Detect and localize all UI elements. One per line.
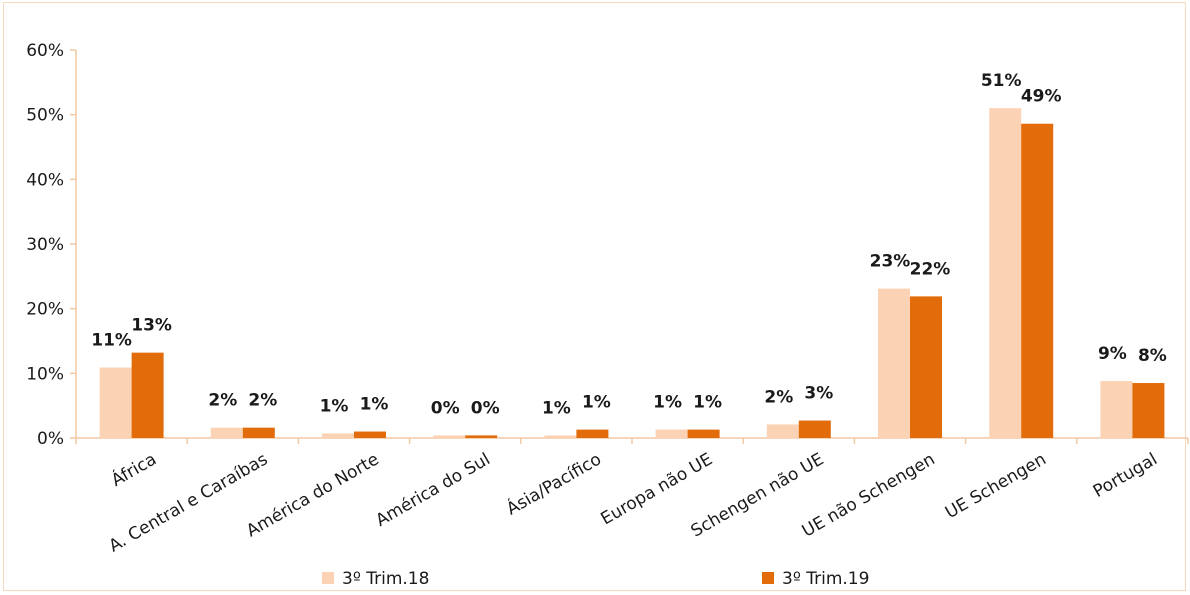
bar-portugal-3-trim-18 [1100,381,1133,438]
bar-africa-3-trim-18 [99,367,132,438]
y-tick-label: 20% [26,300,64,320]
category-label-ue-schengen: UE Schengen [942,449,1050,523]
bars [99,108,1165,438]
bar-africa-3-trim-19 [131,352,164,438]
data-label-a-central-e-caraibas-3-trim-18: 2% [208,391,237,411]
data-label-portugal-3-trim-18: 9% [1098,344,1127,364]
y-tick-label: 30% [26,235,64,255]
data-label-america-do-sul-3-trim-19: 0% [471,398,500,418]
data-label-america-do-norte-3-trim-19: 1% [360,395,389,415]
data-label-ue-nao-schengen-3-trim-19: 22% [910,259,951,279]
category-label-america-do-sul: América do Sul [372,449,493,531]
bar-america-do-sul-3-trim-19 [465,435,498,438]
bar-europa-nao-ue-3-trim-18 [655,429,688,438]
data-labels: 11%13% 2% 2% 1% 1% 0% 0% 1% 1% 1% 1% 2% 3% 23% 22% 51%4… [91,71,1167,418]
y-tick-label: 40% [26,170,64,190]
legend-label-3t19: 3º Trim.19 [782,569,869,589]
category-label-asia-pacifico: Ásia/Pacífico [502,448,605,520]
data-label-asia-pacifico-3-trim-18: 1% [542,398,571,418]
bar-a-central-e-caraibas-3-trim-19 [242,427,275,438]
bar-america-do-norte-3-trim-19 [354,431,386,438]
y-axis: 0% 10% 20% 30% 40% 50% 60% [26,41,77,449]
data-label-schengen-nao-ue-3-trim-19: 3% [804,384,833,404]
bar-ue-nao-schengen-3-trim-18 [878,288,910,438]
y-tick-label: 0% [37,429,64,449]
y-tick-label: 10% [26,364,64,384]
data-label-america-do-sul-3-trim-18: 0% [431,398,460,418]
bar-a-central-e-caraibas-3-trim-18 [210,427,243,438]
bar-asia-pacifico-3-trim-19 [576,429,609,438]
data-label-ue-schengen-3-trim-18: 51% [981,71,1022,91]
legend-swatch-3t19 [762,572,774,584]
bar-ue-nao-schengen-3-trim-19 [910,296,942,438]
bar-america-do-sul-3-trim-18 [433,435,466,438]
bar-schengen-nao-ue-3-trim-19 [798,420,831,438]
data-label-europa-nao-ue-3-trim-18: 1% [653,393,682,413]
bar-america-do-norte-3-trim-18 [322,433,354,438]
legend-label-3t18: 3º Trim.18 [342,569,429,589]
data-label-a-central-e-caraibas-3-trim-19: 2% [248,391,277,411]
data-label-ue-schengen-3-trim-19: 49% [1021,87,1062,107]
legend-swatch-3t18 [322,572,334,584]
y-tick-label: 50% [26,106,64,126]
bar-europa-nao-ue-3-trim-19 [687,429,720,438]
category-label-portugal: Portugal [1090,449,1161,502]
data-label-portugal-3-trim-19: 8% [1138,346,1167,366]
y-tick-label: 60% [26,41,64,61]
data-label-africa-3-trim-18: 11% [91,331,132,351]
bar-ue-schengen-3-trim-18 [989,108,1022,438]
category-label-africa: África [107,448,160,491]
data-label-europa-nao-ue-3-trim-19: 1% [693,393,722,413]
bar-ue-schengen-3-trim-19 [1021,123,1054,438]
x-axis [75,437,1189,444]
data-label-ue-nao-schengen-3-trim-18: 23% [870,252,911,272]
bar-schengen-nao-ue-3-trim-18 [766,424,799,438]
chart-frame [3,2,1186,591]
bar-portugal-3-trim-19 [1132,383,1165,438]
bar-asia-pacifico-3-trim-18 [544,435,577,438]
data-label-america-do-norte-3-trim-18: 1% [320,396,349,416]
legend: 3º Trim.18 3º Trim.19 [322,569,869,589]
data-label-schengen-nao-ue-3-trim-18: 2% [764,387,793,407]
data-label-africa-3-trim-19: 13% [131,316,172,336]
data-label-asia-pacifico-3-trim-19: 1% [582,393,611,413]
